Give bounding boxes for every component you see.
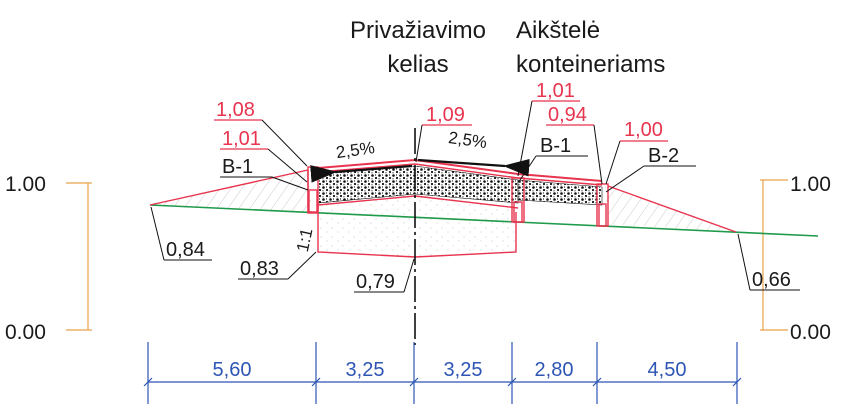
right-scale-bottom-label: 0.00 [790,321,831,344]
elev-left-toe: 0,84 [166,239,205,261]
slope-right-label: 2,5% [447,128,488,152]
curb-left-label: B-1 [222,156,253,178]
elev-left-base-group: 0,83 [238,252,316,280]
elev-center: 1,09 [426,104,465,126]
road-title-line1: Privažiavimo [350,17,486,44]
elev-center-base-group: 0,79 [354,259,414,293]
elev-left-lower: 1,01 [222,128,261,150]
slope-left-label: 2,5% [335,138,376,162]
elev-center-base: 0,79 [356,271,395,293]
curb-pad-right-group: B-2 [606,145,696,192]
elev-pad-lower: 0,94 [548,104,587,126]
pad-title-line1: Aikštelė [516,17,600,44]
elev-right-toe: 0,66 [752,269,791,291]
road-title-line2: kelias [387,51,448,78]
curb-pad-right-label: B-2 [648,145,679,167]
elev-pad-group: 1,01 0,94 [518,80,602,184]
curb-pad-left-group: B-1 [520,135,588,180]
slope-arrow-right: 2,5% [418,128,505,166]
dim-5: 4,50 [648,359,687,381]
dim-2: 3,25 [346,359,385,381]
elev-pad-upper: 1,01 [536,80,575,102]
right-elevation-scale: 1.00 0.00 [760,173,831,344]
dim-4: 2,80 [535,359,574,381]
right-scale-top-label: 1.00 [790,173,831,196]
elev-left-toe-group: 0,84 [151,207,212,261]
dim-3: 3,25 [444,359,483,381]
left-scale-top-label: 1.00 [5,173,46,196]
embankment-slope-label: 1:1 [293,226,316,253]
elev-right: 1,00 [624,119,663,141]
elev-left-base: 0,83 [240,258,279,280]
elev-left-upper: 1,08 [216,99,255,121]
left-scale-bottom-label: 0.00 [5,321,46,344]
left-elevation-scale: 1.00 0.00 [5,173,92,344]
curb-pad-left-label: B-1 [540,135,571,157]
dim-1: 5,60 [213,359,252,381]
elev-right-toe-group: 0,66 [738,234,800,291]
pad-title-line2: konteineriams [516,51,665,78]
